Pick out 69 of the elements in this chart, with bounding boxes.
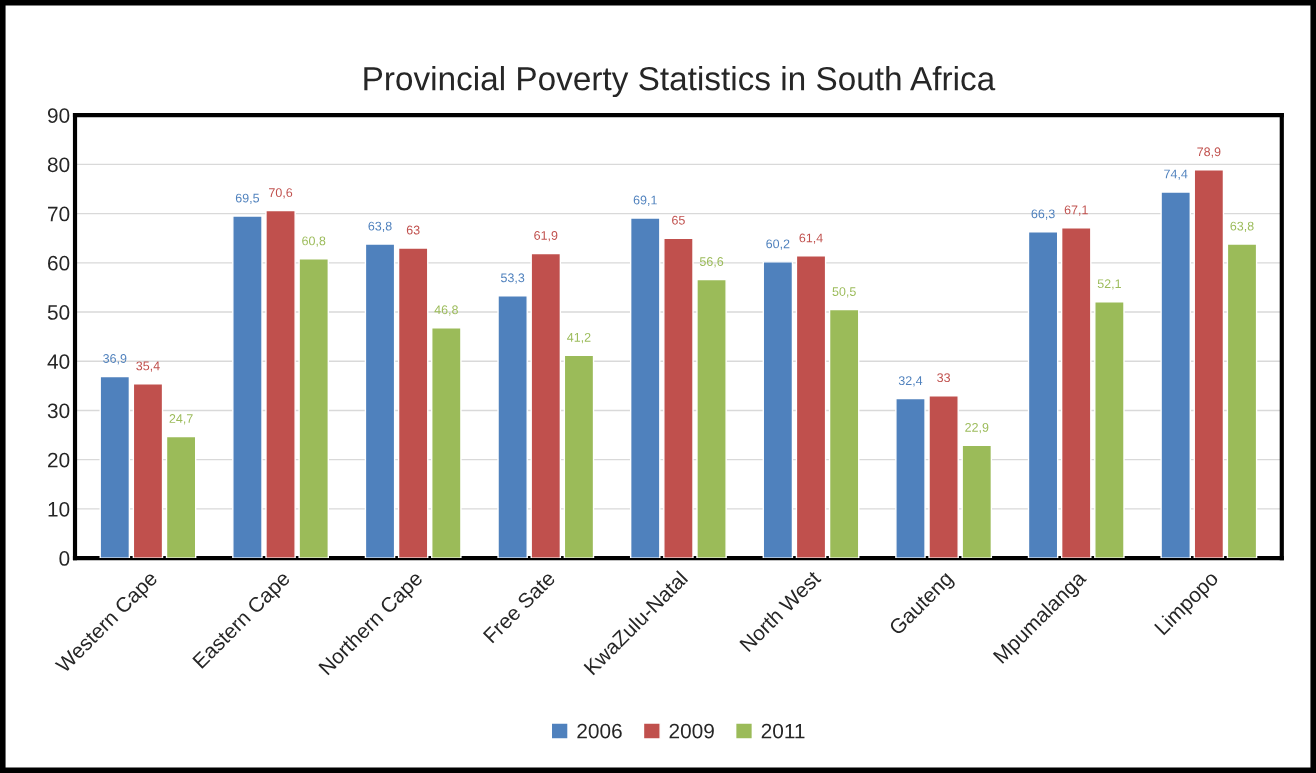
data-label: 61,4 [799, 233, 823, 244]
y-tick-label: 90 [47, 108, 70, 123]
bar [696, 278, 727, 559]
y-tick-label: 60 [48, 255, 70, 271]
bar [397, 247, 429, 559]
bar [431, 327, 462, 559]
bar [1094, 301, 1125, 559]
data-label: 69,1 [633, 195, 657, 206]
bar [99, 375, 131, 559]
data-label: 36,9 [103, 354, 127, 365]
data-label: 24,7 [169, 414, 193, 425]
data-label: 63 [406, 225, 420, 235]
legend-label: 2011 [761, 723, 805, 739]
data-label: 61,9 [534, 231, 558, 242]
bar [629, 217, 661, 559]
bar [928, 395, 959, 559]
bar [232, 215, 263, 559]
data-label: 63,8 [368, 221, 392, 233]
y-tick-label: 20 [48, 452, 70, 468]
bar [1193, 169, 1225, 559]
y-tick-label: 40 [47, 354, 70, 369]
data-label: 60,2 [766, 239, 790, 250]
bar [132, 383, 164, 559]
data-label: 35,4 [136, 361, 160, 372]
bar [497, 295, 528, 559]
bar [663, 237, 694, 559]
y-tick-label: 70 [48, 206, 70, 222]
chart-title: Provincial Poverty Statistics in South Africa [364, 66, 996, 98]
data-label: 41,2 [567, 332, 591, 344]
bar [762, 261, 794, 559]
bar [364, 243, 396, 559]
bar [563, 354, 595, 559]
data-label: 67,1 [1064, 205, 1088, 216]
bar [530, 252, 562, 559]
bar [298, 258, 329, 559]
y-tick-label: 50 [47, 305, 70, 320]
data-label: 69,5 [235, 193, 260, 204]
data-label: 32,4 [898, 376, 923, 387]
data-label: 56,6 [699, 257, 724, 268]
data-label: 46,8 [434, 305, 458, 316]
data-label: 65 [672, 215, 685, 225]
y-tick-label: 80 [47, 157, 70, 173]
data-label: 78,9 [1197, 147, 1221, 158]
y-tick-label: 10 [48, 501, 70, 517]
x-tick-label: Free Sate [482, 570, 556, 644]
data-label: 74,4 [1164, 169, 1188, 180]
data-label: 60,8 [302, 236, 326, 247]
bar [265, 209, 296, 559]
data-label: 66,3 [1031, 209, 1055, 220]
data-label: 63,8 [1230, 221, 1254, 233]
bar [1226, 243, 1258, 559]
y-tick-label: 30 [47, 403, 70, 419]
data-label: 53,3 [500, 273, 525, 284]
bar [1060, 227, 1092, 559]
bar [795, 255, 827, 559]
bar [1027, 231, 1059, 559]
data-label: 70,6 [269, 188, 293, 199]
data-label: 22,9 [965, 422, 989, 434]
data-label: 50,5 [832, 287, 856, 298]
y-tick-label: 0 [59, 551, 70, 566]
bar [828, 308, 860, 559]
data-label: 33 [937, 373, 951, 383]
bar [961, 444, 993, 559]
legend-label: 2006 [577, 723, 622, 739]
legend-label: 2009 [669, 723, 714, 739]
bar [895, 397, 926, 559]
bar [1160, 191, 1191, 559]
data-label: 52,1 [1097, 279, 1121, 290]
bar [165, 435, 197, 559]
